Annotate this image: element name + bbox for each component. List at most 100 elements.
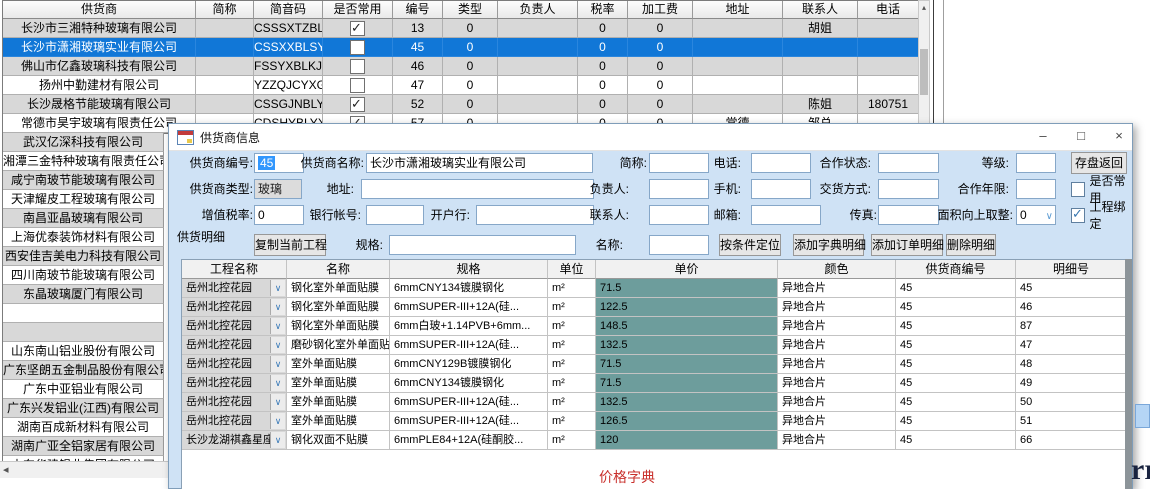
table-cell[interactable] — [498, 76, 578, 95]
list-item[interactable]: 广东兴发铝业(江西)有限公司 — [3, 399, 164, 418]
list-item[interactable]: 上海优泰装饰材料有限公司 — [3, 228, 164, 247]
table-cell[interactable]: 长沙晟格节能玻璃有限公司 — [3, 95, 196, 114]
supplier-table[interactable]: 供货商 简称 简音码 是否常用 编号 类型 负责人 税率 加工费 地址 联系人 电话 长沙市三湘特种玻璃… — [2, 0, 920, 134]
column-header[interactable]: 颜色 — [778, 260, 896, 279]
table-cell[interactable]: CSSGJNBLYXGS — [254, 95, 323, 114]
table-cell[interactable]: m² — [548, 279, 596, 298]
table-cell[interactable]: 46 — [393, 57, 443, 76]
project-combobox[interactable]: 岳州北控花园 ∨ — [182, 393, 287, 412]
project-combobox[interactable]: 岳州北控花园 ∨ — [182, 298, 287, 317]
table-cell[interactable]: m² — [548, 298, 596, 317]
column-header[interactable]: 单位 — [548, 260, 596, 279]
common-use-checkbox[interactable] — [350, 78, 365, 93]
table-cell[interactable] — [498, 57, 578, 76]
checkbox-cell[interactable] — [323, 19, 393, 38]
table-row[interactable]: 岳州北控花园 ∨ 室外单面贴膜 6mmCNY134镀膜钢化 m² 71.5 异地合片 45 49 — [182, 374, 1125, 393]
column-header[interactable]: 简音码 — [254, 1, 323, 19]
table-cell[interactable]: 异地合片 — [778, 317, 896, 336]
chevron-down-icon[interactable]: ∨ — [270, 280, 285, 296]
table-cell[interactable]: 0 — [578, 57, 628, 76]
save-return-button[interactable]: 存盘返回 — [1071, 152, 1127, 174]
column-header[interactable]: 单价 — [596, 260, 778, 279]
table-cell[interactable]: 45 — [896, 298, 1016, 317]
list-item[interactable]: 广东坚朗五金制品股份有限公司 — [3, 361, 164, 380]
table-cell[interactable]: 异地合片 — [778, 298, 896, 317]
table-cell[interactable]: 0 — [628, 57, 693, 76]
copy-current-project-button[interactable]: 复制当前工程 — [254, 234, 327, 256]
table-cell[interactable]: 66 — [1016, 431, 1125, 450]
delete-detail-button[interactable]: 删除明细 — [946, 234, 996, 256]
table-cell[interactable]: 180751 — [858, 95, 919, 114]
list-item[interactable]: 南昌亚晶玻璃有限公司 — [3, 209, 164, 228]
list-item[interactable]: 广东中亚铝业有限公司 — [3, 380, 164, 399]
supplier-id-input[interactable]: 45 — [254, 153, 304, 173]
table-cell[interactable]: 0 — [628, 95, 693, 114]
email-input[interactable] — [751, 205, 821, 225]
table-cell[interactable]: 0 — [578, 95, 628, 114]
table-cell[interactable]: m² — [548, 412, 596, 431]
bank-account-input[interactable] — [366, 205, 424, 225]
table-cell[interactable]: 45 — [896, 317, 1016, 336]
table-cell[interactable] — [783, 76, 858, 95]
list-item[interactable]: 咸宁南玻节能玻璃有限公司 — [3, 171, 164, 190]
table-cell[interactable]: 71.5 — [596, 279, 778, 298]
table-cell[interactable]: 长沙市潇湘玻璃实业有限公司 — [3, 38, 196, 57]
coop-status-input[interactable] — [878, 153, 939, 173]
list-item[interactable]: 东晶玻璃厦门有限公司 — [3, 285, 164, 304]
table-cell[interactable]: 45 — [393, 38, 443, 57]
table-cell[interactable] — [693, 19, 783, 38]
table-row[interactable]: 长沙龙湖祺鑫星座 ∨ 钢化双面不贴膜 6mmPLE84+12A(硅酮胶... m² 120… — [182, 431, 1125, 450]
table-cell[interactable]: 0 — [443, 57, 498, 76]
column-header[interactable]: 是否常用 — [323, 1, 393, 19]
table-cell[interactable]: 45 — [896, 279, 1016, 298]
table-cell[interactable]: 132.5 — [596, 393, 778, 412]
add-order-detail-button[interactable]: 添加订单明细 — [871, 234, 944, 256]
table-cell[interactable]: 异地合片 — [778, 374, 896, 393]
table-cell[interactable]: 45 — [896, 374, 1016, 393]
column-header[interactable]: 简称 — [196, 1, 254, 19]
table-cell[interactable]: 0 — [443, 38, 498, 57]
table-cell[interactable]: 47 — [393, 76, 443, 95]
coop-years-input[interactable] — [1016, 179, 1056, 199]
list-item[interactable]: 四川南玻节能玻璃有限公司 — [3, 266, 164, 285]
table-row[interactable]: 岳州北控花园 ∨ 室外单面贴膜 6mmCNY129B镀膜钢化 m² 71.5 异地合片 45 4… — [182, 355, 1125, 374]
table-cell[interactable]: 胡姐 — [783, 19, 858, 38]
table-cell[interactable]: 45 — [896, 431, 1016, 450]
chevron-down-icon[interactable]: ∨ — [270, 375, 285, 391]
phone-input[interactable] — [751, 153, 811, 173]
project-combobox[interactable]: 岳州北控花园 ∨ — [182, 355, 287, 374]
column-header[interactable]: 负责人 — [498, 1, 578, 19]
table-cell[interactable]: 异地合片 — [778, 393, 896, 412]
column-header[interactable]: 工程名称 — [182, 260, 287, 279]
spec-filter-input[interactable] — [389, 235, 576, 255]
minimize-button[interactable]: – — [1039, 128, 1047, 143]
chevron-down-icon[interactable]: ∨ — [270, 432, 285, 448]
table-cell[interactable]: CSSSXTZBL... — [254, 19, 323, 38]
list-item[interactable]: 天津耀皮工程玻璃有限公司 — [3, 190, 164, 209]
table-cell[interactable]: m² — [548, 374, 596, 393]
table-cell[interactable]: 钢化室外单面贴膜 — [287, 317, 390, 336]
table-cell[interactable]: 异地合片 — [778, 336, 896, 355]
table-cell[interactable] — [498, 38, 578, 57]
table-row[interactable]: 岳州北控花园 ∨ 室外单面贴膜 6mmSUPER-III+12A(硅... m² 126.… — [182, 412, 1125, 431]
address-input[interactable] — [361, 179, 594, 199]
chevron-down-icon[interactable]: ∨ — [270, 318, 285, 334]
chevron-down-icon[interactable]: ∨ — [270, 337, 285, 353]
name-filter-input[interactable] — [649, 235, 709, 255]
supplier-table-horizontal-scrollbar[interactable]: ◂ — [0, 461, 168, 478]
table-cell[interactable]: 长沙市三湘特种玻璃有限公司 — [3, 19, 196, 38]
checkbox-cell[interactable] — [323, 76, 393, 95]
table-cell[interactable]: FSSYXBLKJ... — [254, 57, 323, 76]
column-header[interactable]: 明细号 — [1016, 260, 1125, 279]
mobile-input[interactable] — [751, 179, 811, 199]
table-cell[interactable] — [783, 57, 858, 76]
table-cell[interactable]: 0 — [443, 19, 498, 38]
column-header[interactable]: 供货商编号 — [896, 260, 1016, 279]
scrollbar-thumb[interactable] — [920, 49, 928, 95]
table-cell[interactable] — [693, 57, 783, 76]
column-header[interactable]: 电话 — [858, 1, 919, 19]
list-item[interactable] — [3, 323, 164, 342]
checkbox-box[interactable] — [1071, 206, 1085, 223]
table-cell[interactable] — [693, 76, 783, 95]
